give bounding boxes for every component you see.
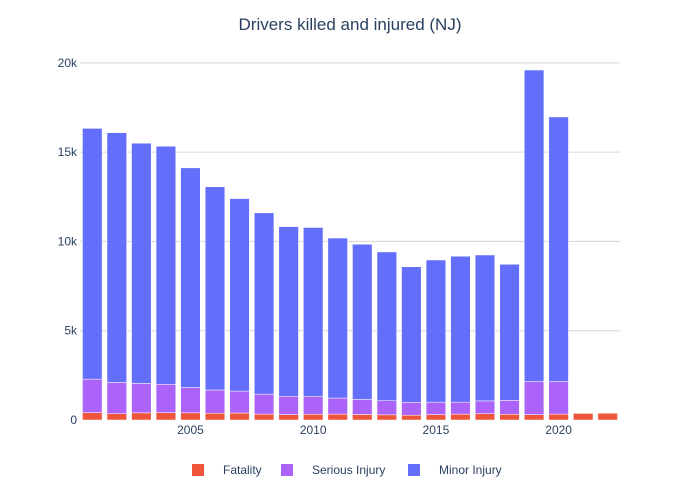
bar-fatality[interactable] <box>548 413 569 421</box>
bar-minor-injury[interactable] <box>425 259 446 403</box>
bar-minor-injury[interactable] <box>155 146 176 385</box>
bar-serious-injury[interactable] <box>155 384 176 413</box>
y-tick-label: 0 <box>70 413 77 427</box>
bar-serious-injury[interactable] <box>303 396 324 415</box>
legend-swatch[interactable] <box>192 464 204 476</box>
x-tick-label: 2020 <box>545 423 572 437</box>
legend[interactable]: Fatality Serious Injury Minor Injury <box>192 463 502 477</box>
bar-fatality[interactable] <box>352 414 373 421</box>
bar-minor-injury[interactable] <box>352 244 373 400</box>
y-tick-label: 5k <box>64 324 78 338</box>
legend-label[interactable]: Minor Injury <box>439 463 502 477</box>
bar-minor-injury[interactable] <box>548 116 569 382</box>
bar-fatality[interactable] <box>131 412 152 421</box>
x-tick-label: 2015 <box>423 423 450 437</box>
bar-fatality[interactable] <box>106 413 127 421</box>
bar-fatality[interactable] <box>499 414 520 421</box>
bar-serious-injury[interactable] <box>499 400 520 415</box>
bar-serious-injury[interactable] <box>229 390 250 414</box>
bar-minor-injury[interactable] <box>450 256 471 403</box>
bar-minor-injury[interactable] <box>474 254 496 402</box>
bar-fatality[interactable] <box>524 414 545 421</box>
axes: 0 5k 10k 15k 20k 2005 2010 2015 2020 <box>58 56 573 437</box>
bar-fatality[interactable] <box>303 414 324 421</box>
bar-fatality[interactable] <box>82 412 103 421</box>
bar-fatality[interactable] <box>254 413 275 421</box>
bar-minor-injury[interactable] <box>229 198 250 392</box>
legend-label[interactable]: Serious Injury <box>312 463 385 477</box>
bar-serious-injury[interactable] <box>450 401 471 415</box>
bar-minor-injury[interactable] <box>278 226 299 397</box>
bar-fatality[interactable] <box>450 413 471 421</box>
bar-minor-injury[interactable] <box>180 167 201 388</box>
bar-minor-injury[interactable] <box>254 212 275 395</box>
y-tick-label: 20k <box>58 56 78 70</box>
bar-minor-injury[interactable] <box>106 132 127 383</box>
chart-title: Drivers killed and injured (NJ) <box>239 15 462 34</box>
x-tick-label: 2010 <box>300 423 327 437</box>
bar-serious-injury[interactable] <box>548 381 569 415</box>
bar-serious-injury[interactable] <box>254 393 275 415</box>
bar-serious-injury[interactable] <box>352 399 373 415</box>
bar-serious-injury[interactable] <box>180 387 201 414</box>
bar-minor-injury[interactable] <box>327 237 348 399</box>
bars <box>82 69 618 421</box>
bar-fatality[interactable] <box>401 414 422 421</box>
bar-minor-injury[interactable] <box>204 186 226 391</box>
bar-serious-injury[interactable] <box>474 400 496 414</box>
bar-minor-injury[interactable] <box>401 266 422 403</box>
bar-serious-injury[interactable] <box>524 381 545 415</box>
bar-serious-injury[interactable] <box>425 401 446 415</box>
legend-swatch[interactable] <box>408 464 420 476</box>
bar-minor-injury[interactable] <box>376 251 397 401</box>
bar-serious-injury[interactable] <box>82 378 103 413</box>
legend-swatch[interactable] <box>281 464 293 476</box>
bar-serious-injury[interactable] <box>106 382 127 414</box>
bar-serious-injury[interactable] <box>278 396 299 415</box>
bar-fatality[interactable] <box>204 412 226 421</box>
bar-serious-injury[interactable] <box>131 383 152 414</box>
bar-minor-injury[interactable] <box>499 264 520 401</box>
bar-serious-injury[interactable] <box>327 397 348 415</box>
x-tick-label: 2005 <box>177 423 204 437</box>
bar-fatality[interactable] <box>155 412 176 421</box>
bar-fatality[interactable] <box>327 413 348 421</box>
bar-fatality[interactable] <box>278 414 299 421</box>
bar-serious-injury[interactable] <box>376 400 397 416</box>
y-tick-label: 10k <box>58 234 78 248</box>
legend-label[interactable]: Fatality <box>223 463 262 477</box>
bar-fatality[interactable] <box>573 413 594 421</box>
bar-serious-injury[interactable] <box>204 389 226 414</box>
bar-minor-injury[interactable] <box>82 128 103 380</box>
bar-fatality[interactable] <box>425 414 446 421</box>
bar-fatality[interactable] <box>376 414 397 421</box>
bar-minor-injury[interactable] <box>303 227 324 397</box>
bar-fatality[interactable] <box>597 412 618 421</box>
bar-fatality[interactable] <box>474 413 496 421</box>
y-tick-label: 15k <box>58 145 78 159</box>
bar-fatality[interactable] <box>229 412 250 421</box>
bar-minor-injury[interactable] <box>131 142 152 384</box>
bar-minor-injury[interactable] <box>524 69 545 382</box>
bar-serious-injury[interactable] <box>401 402 422 416</box>
bar-fatality[interactable] <box>180 412 201 421</box>
